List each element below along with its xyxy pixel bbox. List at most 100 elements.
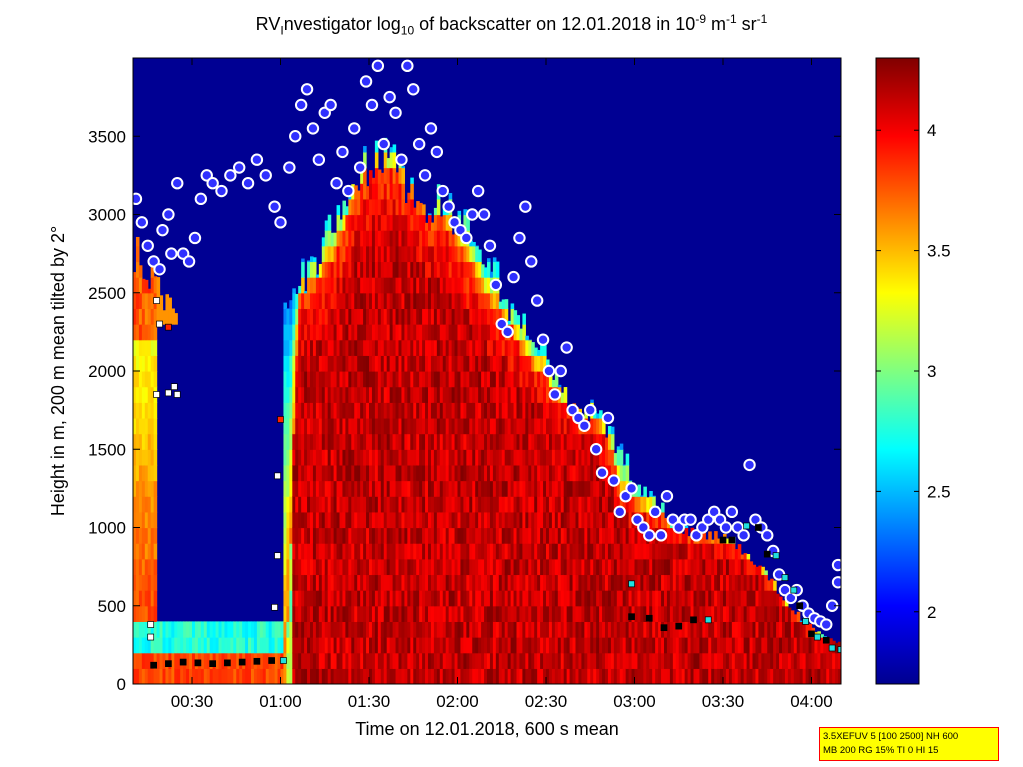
heatmap-cell [371,621,376,638]
heatmap-cell [637,558,641,576]
heatmap-cell [301,527,305,544]
heatmap-column [540,343,544,684]
heatmap-cell [501,308,506,325]
heatmap-cell [572,511,577,529]
heatmap-cell [525,386,529,403]
heatmap-cell [723,652,727,669]
heatmap-cell [551,379,556,388]
heatmap-cell [522,543,526,560]
heatmap-cell [301,449,305,466]
heatmap-cell [419,230,423,247]
heatmap-cell [407,433,411,450]
info-line-1: 3.5XEFUV 5 [100 2500] NH 600 [823,731,959,742]
heatmap-cell [339,371,344,388]
heatmap-cell [607,496,612,513]
heatmap-cell [221,668,226,684]
heatmap-cell [380,339,385,356]
heatmap-cell [351,245,355,263]
heatmap-cell [525,652,529,669]
heatmap-cell [696,590,700,607]
heatmap-cell [336,449,341,466]
heatmap-cell [357,198,361,216]
heatmap-cell [410,245,414,263]
heatmap-cell [463,668,467,684]
heatmap-cell [153,480,158,497]
heatmap-cell [481,292,485,309]
heatmap-cell [487,652,491,669]
heatmap-cell [398,417,403,435]
heatmap-cell [135,386,140,403]
heatmap-column [401,166,405,684]
heatmap-cell [422,668,426,684]
heatmap-cell [734,652,739,669]
heatmap-cell [286,417,290,435]
heatmap-cell [557,511,562,529]
heatmap-cell [572,621,577,638]
heatmap-cell [525,402,529,419]
heatmap-cell [351,277,355,294]
heatmap-cell [714,574,718,591]
heatmap-cell [451,308,456,325]
heatmap-cell [560,496,565,513]
heatmap-cell [478,449,482,466]
heatmap-cell [283,355,287,372]
heatmap-cell [150,527,155,544]
heatmap-cell [310,433,314,450]
heatmap-cell [318,511,323,529]
heatmap-column [596,413,600,684]
heatmap-cell [466,214,470,231]
heatmap-cell [312,574,317,591]
heatmap-cell [619,637,624,654]
heatmap-cell [333,668,338,684]
heatmap-cell [681,558,686,576]
heatmap-cell [433,245,438,263]
heatmap-cell [498,464,503,482]
heatmap-cell [386,621,391,638]
heatmap-cell [345,371,349,388]
heatmap-cell [472,574,476,591]
heatmap-cell [492,386,497,403]
heatmap-cell [596,527,600,544]
heatmap-cell [460,558,464,576]
heatmap-cell [245,637,249,654]
heatmap-cell [330,417,335,435]
heatmap-cell [345,637,349,654]
heatmap-cell [460,355,464,372]
heatmap-cell [147,480,152,497]
heatmap-cell [410,543,414,560]
heatmap-cell [422,621,426,638]
heatmap-cell [177,621,181,638]
heatmap-column [380,172,385,684]
heatmap-cell [643,637,647,654]
heatmap-cell [363,605,367,622]
heatmap-cell [481,637,485,654]
heatmap-cell [658,637,662,654]
heatmap-cell [413,511,417,529]
heatmap-cell [504,511,509,529]
heatmap-cell [439,605,444,622]
heatmap-cell [383,652,388,669]
colorbar-axis: 22.533.54 [876,121,951,622]
heatmap-cell [354,245,358,263]
heatmap-cell [699,668,703,684]
heatmap-cell [481,355,485,372]
colorbar [875,57,920,685]
heatmap-cell [422,339,426,356]
heatmap-cell [472,543,476,560]
heatmap-cell [383,324,388,341]
heatmap-cell [534,402,538,419]
heatmap-cell [696,621,700,638]
heatmap-cell [336,308,341,325]
heatmap-cell [330,637,335,654]
heatmap-cell [451,449,456,466]
heatmap-cell [425,261,429,278]
heatmap-cell [357,590,361,607]
heatmap-cell [425,590,429,607]
heatmap-cell [489,417,494,435]
heatmap-cell [725,637,730,654]
heatmap-cell [587,433,591,450]
heatmap-cell [374,527,379,544]
heatmap-cell [363,590,367,607]
heatmap-cell [469,277,473,294]
heatmap-cell [501,496,506,513]
